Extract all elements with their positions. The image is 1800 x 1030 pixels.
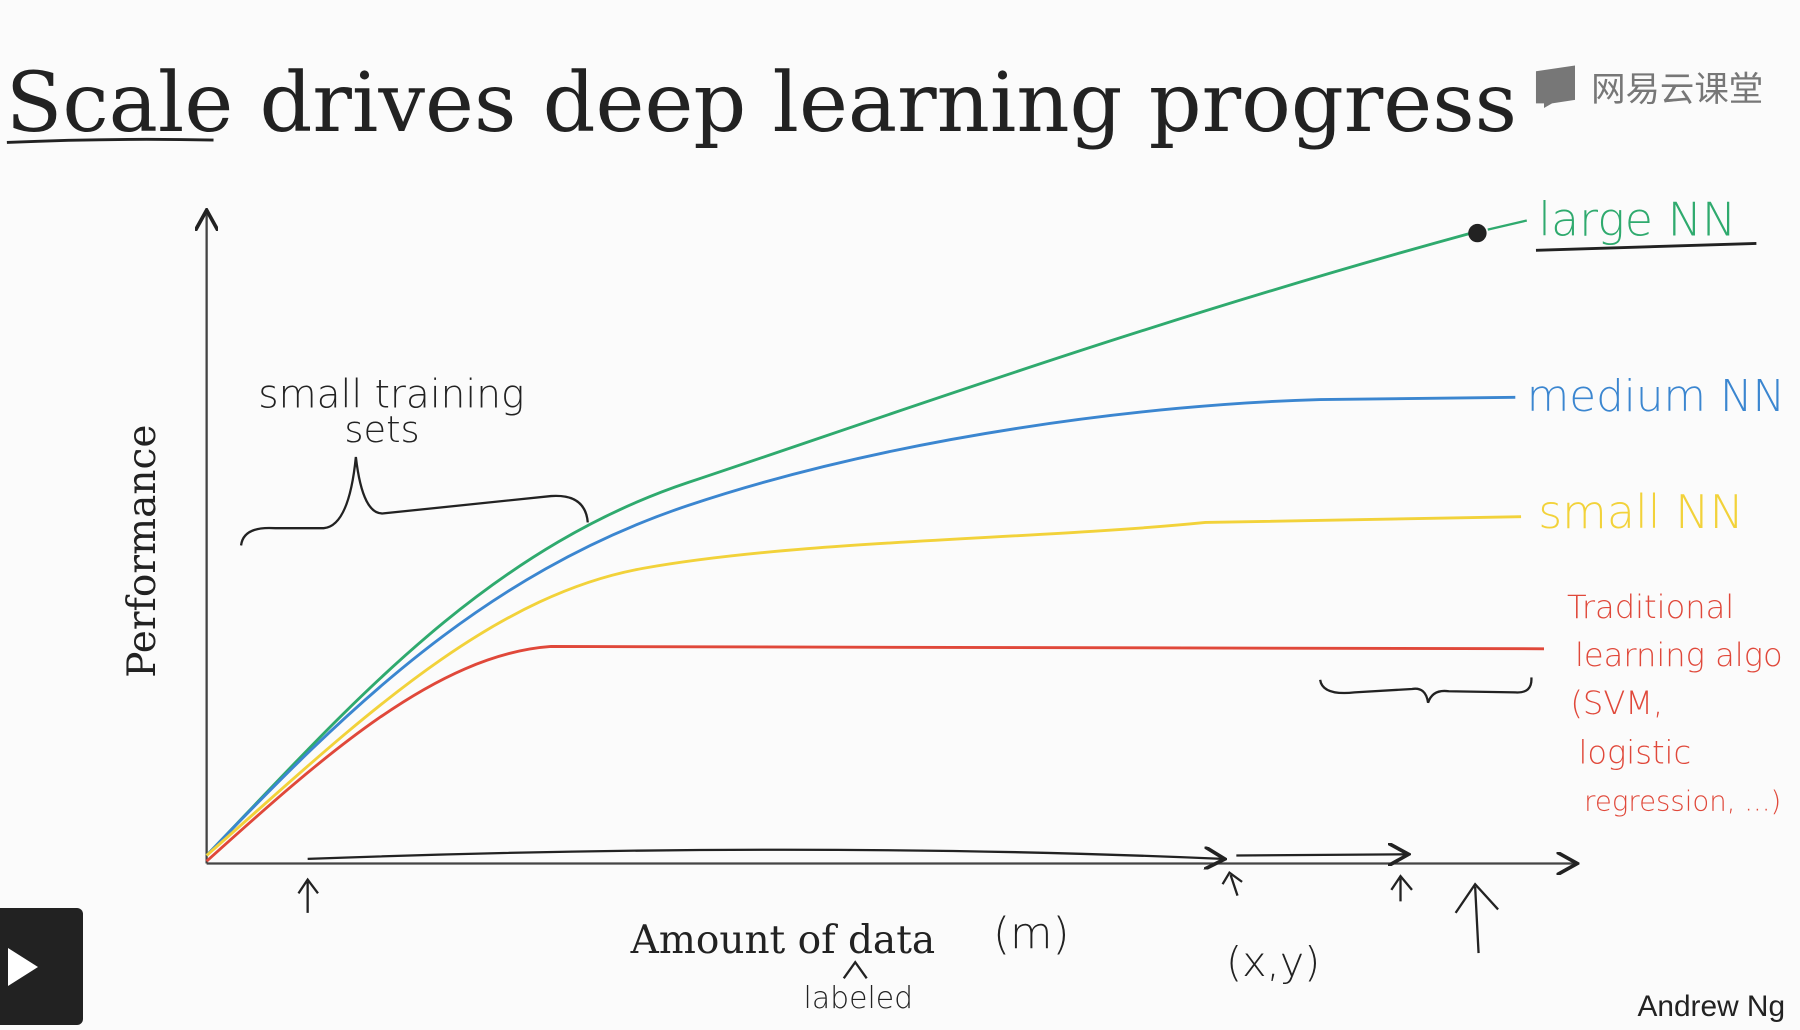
- x-axis-label: Amount of data: [630, 918, 935, 963]
- label-underline: [1535, 241, 1757, 252]
- label-traditional: Traditional learning algo (SVM, logistic…: [1567, 588, 1783, 818]
- title-underline: [6, 137, 214, 144]
- svg-text:learning algo: learning algo: [1575, 636, 1783, 674]
- y-axis-label: Performance: [120, 425, 165, 678]
- svg-text:logistic: logistic: [1578, 734, 1691, 772]
- svg-text:regression, ...): regression, ...): [1584, 786, 1781, 818]
- data-range-arrow: [307, 850, 1223, 859]
- brace-large-data: [1319, 677, 1533, 704]
- play-button[interactable]: [0, 908, 83, 1025]
- note-m: (m): [993, 909, 1070, 959]
- data-range-arrow-2: [1236, 854, 1406, 855]
- watermark-text: 网易云课堂: [1591, 70, 1763, 110]
- label-medium-nn: medium NN: [1527, 372, 1785, 422]
- curve-large-nn: [205, 230, 1476, 857]
- note-xy: (x,y): [1226, 938, 1320, 986]
- label-small-nn: small NN: [1538, 485, 1744, 539]
- watermark-logo-icon: [1535, 65, 1575, 108]
- svg-text:Traditional: Traditional: [1567, 588, 1734, 626]
- curve-medium-nn: [205, 395, 1516, 857]
- brace-small-data: [239, 456, 589, 546]
- note-sets: sets: [344, 408, 419, 451]
- curve-traditional: [205, 645, 1545, 863]
- svg-text:(SVM,: (SVM,: [1570, 684, 1663, 722]
- note-small-training: small training: [258, 373, 524, 418]
- label-large-nn: large NN: [1538, 192, 1736, 246]
- point-marker: [1468, 223, 1487, 243]
- slide-title: Scale drives deep learning progress: [6, 55, 1517, 151]
- author-name: Andrew Ng: [1637, 990, 1785, 1023]
- up-arrows: [297, 871, 1499, 979]
- note-labeled: labeled: [804, 981, 913, 1016]
- curve-small-nn: [205, 515, 1522, 857]
